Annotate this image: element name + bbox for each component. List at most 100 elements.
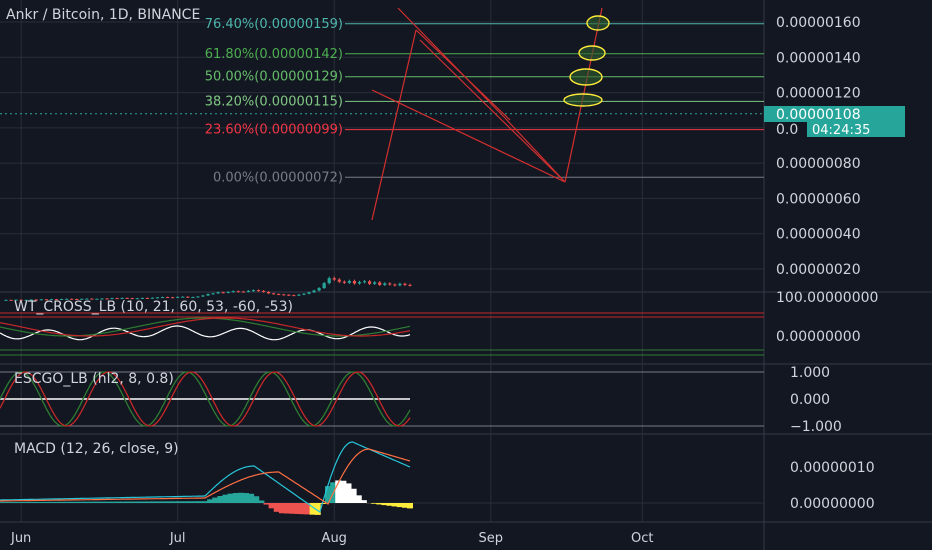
candle-body [100, 298, 104, 300]
y-tick-label: 0.00000120 [776, 86, 861, 102]
x-tick-label: Jul [169, 531, 186, 546]
candle-body [130, 298, 134, 300]
candle-body [176, 296, 180, 298]
macd-histogram-bar [27, 501, 34, 503]
trendline [504, 117, 566, 183]
macd-histogram-bar [48, 501, 55, 503]
macd-histogram-bar [401, 503, 408, 508]
macd-histogram-bar [371, 503, 378, 504]
macd-histogram-bar [273, 503, 280, 512]
x-axis: Jun Jul Aug Sep Oct [10, 531, 654, 546]
candle-body [140, 297, 144, 299]
wt-cross-panel [0, 312, 764, 356]
macd-histogram-bar [268, 503, 275, 509]
macd-histogram-bar [2, 502, 9, 503]
macd-histogram-bar [253, 496, 260, 503]
candle-body [251, 290, 256, 292]
candle-body [256, 290, 261, 292]
y-tick-label: 0.00000010 [790, 460, 875, 476]
candle-body [29, 299, 33, 301]
candle-body [166, 297, 170, 299]
macd-histogram-bar [150, 501, 157, 503]
macd-histogram-bar [176, 501, 183, 503]
macd-histogram-bar [22, 501, 29, 503]
macd-histogram-bar [381, 503, 388, 506]
macd-histogram-bar [376, 503, 383, 505]
macd-histogram-bar [12, 502, 19, 503]
candle-body [186, 296, 190, 298]
macd-histogram-bar [32, 501, 39, 503]
trendline [419, 39, 566, 183]
y-tick-label: 0.00000060 [776, 191, 861, 207]
macd-histogram-bar [325, 486, 331, 503]
y-tick-label: 0.00000000 [790, 496, 875, 512]
wt-cross-title: WT_CROSS_LB (10, 21, 60, 53, -60, -53) [14, 299, 293, 315]
candle-body [378, 282, 382, 285]
candle-body [150, 297, 155, 299]
macd-histogram-bar [68, 501, 75, 503]
macd-histogram-bar [17, 502, 24, 503]
macd-histogram-bar [243, 493, 249, 503]
fib-levels[interactable]: 76.40%(0.00000159) 61.80%(0.00000142) 50.0… [0, 17, 764, 185]
candle-body [246, 290, 250, 292]
candle-body [4, 299, 8, 301]
y-tick-label: 1.000 [790, 365, 830, 381]
escgo-panel [0, 371, 764, 427]
candle-body [85, 298, 89, 300]
macd-histogram-bar [289, 503, 296, 514]
macd-histogram-bar [294, 503, 301, 514]
macd-histogram-bar [145, 501, 152, 503]
x-tick-label: Oct [631, 531, 653, 546]
macd-histogram-bar [125, 501, 132, 503]
candle-body [80, 298, 84, 300]
macd-histogram-bar [99, 501, 106, 503]
candle-body [19, 299, 23, 301]
escgo-line [0, 371, 411, 427]
candle-body [408, 284, 412, 286]
candle-body [287, 294, 291, 296]
candle-body [49, 299, 54, 301]
macd-histogram-bar [43, 501, 50, 503]
y-tick-label: 0.00000160 [776, 15, 861, 31]
macd-histogram-bar [155, 501, 162, 503]
candle-body [327, 278, 331, 284]
macd-histogram-bar [135, 501, 142, 503]
macd-histogram-bar [314, 503, 321, 515]
candle-body [272, 293, 276, 295]
candle-body [44, 299, 48, 301]
x-tick-label: Sep [479, 531, 504, 546]
candle-body [9, 299, 13, 301]
target-ellipses[interactable] [563, 15, 610, 107]
macd-histogram-bar [104, 501, 111, 503]
y-axis: 0.00000160 0.00000140 0.00000120 0.00000080… [776, 15, 878, 512]
macd-histogram-bar [222, 494, 229, 503]
fib-label: 38.20%(0.00000115) [205, 94, 343, 109]
target-ellipse [586, 15, 610, 31]
fib-label: 0.00%(0.00000072) [213, 170, 343, 185]
macd-histogram-bar [202, 501, 208, 503]
partial-y-tick: 0.0 [776, 122, 798, 138]
candle-body [317, 288, 321, 291]
candle-body [357, 282, 362, 284]
macd-histogram-bar [304, 503, 311, 515]
macd-histogram-bar [196, 501, 203, 503]
candle-body [39, 299, 43, 301]
macd-histogram-bar [248, 493, 255, 503]
candle-body [383, 283, 387, 285]
macd-histogram-bar [38, 501, 44, 503]
candle-body [95, 298, 99, 300]
candle-body [362, 281, 367, 283]
candle-body [393, 284, 397, 286]
candle-body [282, 294, 286, 296]
macd-histogram-bar [58, 501, 65, 503]
macd-histogram-bar [94, 501, 101, 503]
macd-histogram-bar [284, 503, 290, 514]
candle-body [181, 296, 185, 298]
wt-line [0, 325, 411, 341]
countdown-label: 04:24:35 [812, 123, 870, 138]
macd-histogram-bar [53, 501, 60, 503]
macd-histogram-bar [212, 497, 219, 503]
macd-histogram-bar [278, 503, 285, 514]
wt-signal-line [0, 317, 411, 337]
